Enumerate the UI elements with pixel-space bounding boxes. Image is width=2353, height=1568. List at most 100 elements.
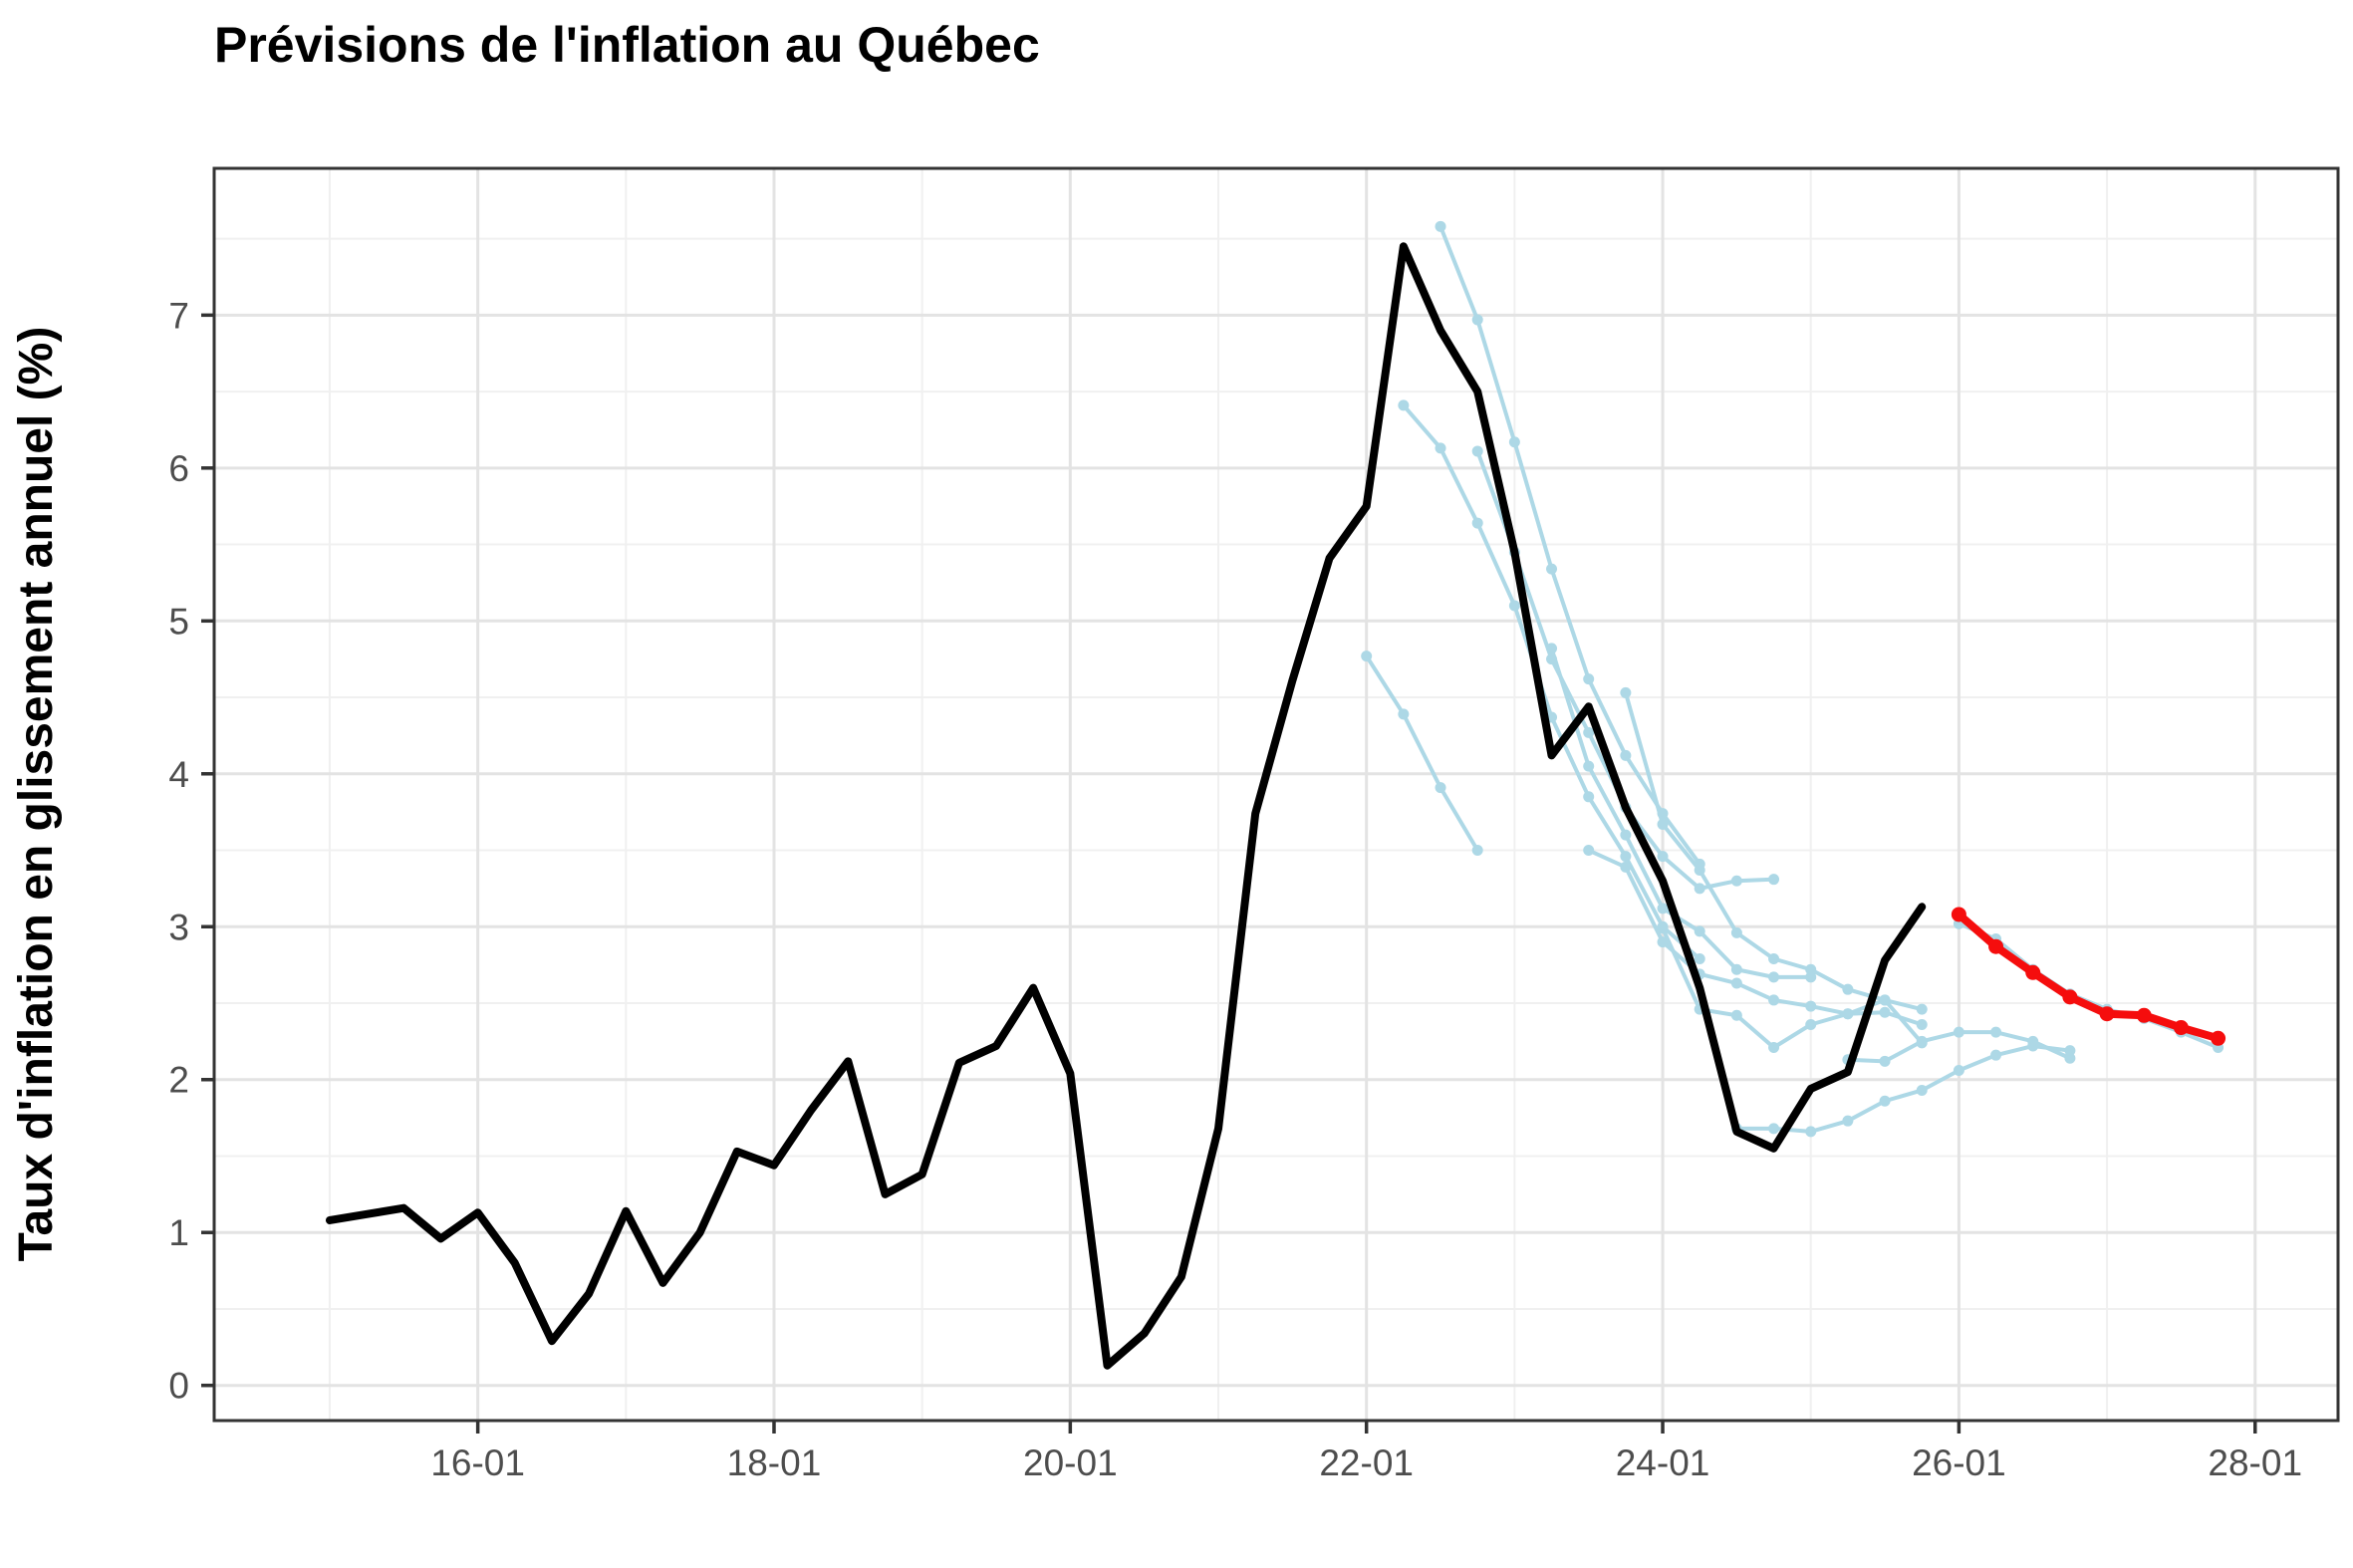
past-forecast-point: [1398, 399, 1410, 411]
historical-inflation-line: [325, 242, 1927, 1370]
past-forecast-point: [1730, 1009, 1742, 1021]
past-forecast-point: [1657, 903, 1669, 915]
past-forecast-point: [1916, 1035, 1928, 1047]
past-forecast-point: [1916, 1018, 1928, 1030]
past-forecast-point: [1990, 1049, 2002, 1061]
x-tick-label: 18-01: [727, 1442, 822, 1483]
past-forecast-point: [1583, 791, 1595, 803]
past-forecast-point: [1694, 883, 1705, 895]
grid-minor-lines: [214, 168, 2338, 1421]
past-forecast-point: [1730, 963, 1742, 975]
past-forecast-point: [1805, 971, 1817, 983]
past-forecast-point: [1471, 845, 1483, 857]
x-tick-label: 24-01: [1616, 1442, 1710, 1483]
past-forecast-point: [1879, 1055, 1891, 1067]
past-forecast-point: [1768, 1042, 1780, 1054]
past-forecast-point: [1435, 782, 1446, 794]
current-forecast-line: [1951, 907, 2226, 1046]
past-forecast-point: [1768, 994, 1780, 1006]
past-forecast-point: [1620, 749, 1632, 761]
x-tick-label: 26-01: [1912, 1442, 2006, 1483]
past-forecast-point: [1657, 818, 1669, 830]
past-forecast-line: [1401, 402, 1702, 961]
past-forecast-point: [1583, 760, 1595, 772]
x-tick-label: 20-01: [1023, 1442, 1118, 1483]
past-forecast-point: [1842, 983, 1854, 995]
past-forecast-point: [1657, 936, 1669, 948]
y-axis-title: Taux d'inflation en glissement annuel (%…: [10, 327, 63, 1262]
panel-border: [212, 166, 2340, 1423]
past-forecast-point: [1471, 314, 1483, 326]
y-tick-label: 3: [168, 907, 189, 947]
past-forecast-point: [2027, 1035, 2039, 1047]
x-tick-label: 28-01: [2208, 1442, 2302, 1483]
current-forecast-path: [1955, 910, 2222, 1043]
past-forecast-point: [1805, 963, 1817, 975]
y-tick-label: 7: [168, 295, 189, 336]
x-tick-label: 22-01: [1319, 1442, 1414, 1483]
past-forecast-point: [2064, 1052, 2076, 1064]
past-forecast-point: [1471, 445, 1483, 457]
past-forecast-point: [1842, 1008, 1854, 1020]
past-forecast-point: [1694, 925, 1705, 937]
past-forecast-point: [1583, 726, 1595, 738]
past-forecast-point: [1916, 1003, 1928, 1015]
past-forecast-point: [1435, 442, 1446, 454]
past-forecast-point: [1805, 1126, 1817, 1138]
current-forecast-point: [2211, 1030, 2226, 1046]
past-forecast-point: [1546, 643, 1558, 654]
x-tick-label: 16-01: [430, 1442, 525, 1483]
past-forecast-point: [1657, 851, 1669, 863]
past-forecast-point: [1583, 673, 1595, 685]
current-forecast-point: [1988, 938, 2004, 954]
past-forecast-point: [1768, 952, 1780, 964]
historical-line: [325, 242, 1927, 1370]
y-axis: 0 1 2 3 4 5 6 7: [168, 295, 214, 1407]
y-tick-label: 6: [168, 448, 189, 489]
past-forecast-point: [1879, 1006, 1891, 1018]
current-forecast-point: [2025, 964, 2041, 980]
past-forecast-point: [1398, 708, 1410, 720]
past-forecast-point: [1730, 977, 1742, 989]
past-forecast-point: [1361, 651, 1373, 662]
y-tick-label: 4: [168, 754, 189, 795]
past-forecast-point: [1879, 1095, 1891, 1107]
past-forecast-point: [1730, 875, 1742, 887]
past-forecast-point: [1953, 1065, 1964, 1077]
past-forecast-point: [1879, 994, 1891, 1006]
past-forecast-point: [1842, 1115, 1854, 1127]
past-forecast-point: [1730, 926, 1742, 938]
past-forecast-point: [1768, 1123, 1780, 1135]
current-forecast-point: [2136, 1007, 2152, 1023]
x-axis: 16-01 18-01 20-01 22-01 24-01 26-01 28-01: [430, 1421, 2302, 1483]
past-forecast-point: [1694, 952, 1705, 964]
past-forecast-lines: [1361, 220, 2224, 1138]
current-forecast-point: [2062, 989, 2078, 1005]
past-forecast-point: [1620, 851, 1632, 863]
past-forecast-point: [1435, 220, 1446, 232]
past-forecast-point: [1620, 829, 1632, 841]
past-forecast-line: [1475, 448, 1776, 891]
past-forecast-point: [1694, 864, 1705, 876]
current-forecast-point: [2173, 1020, 2189, 1036]
y-tick-label: 2: [168, 1060, 189, 1101]
past-forecast-point: [1620, 861, 1632, 873]
past-forecast-point: [1546, 563, 1558, 575]
past-forecast-point: [1508, 600, 1520, 612]
page-title: Prévisions de l'inflation au Québec: [214, 17, 1040, 73]
past-forecast-line: [1549, 646, 1813, 979]
past-forecast-line: [1734, 1043, 2072, 1134]
y-tick-label: 5: [168, 601, 189, 642]
past-forecast-point: [1768, 971, 1780, 983]
y-tick-label: 0: [168, 1366, 189, 1407]
past-forecast-point: [1805, 1018, 1817, 1030]
past-forecast-point: [1805, 1000, 1817, 1012]
past-forecast-point: [1953, 1026, 1964, 1038]
current-forecast-point: [2099, 1006, 2115, 1022]
grid-major-lines: [214, 168, 2338, 1421]
past-forecast-point: [1471, 517, 1483, 529]
current-forecast-point: [1951, 907, 1966, 922]
past-forecast-point: [1657, 922, 1669, 934]
past-forecast-point: [1916, 1084, 1928, 1096]
